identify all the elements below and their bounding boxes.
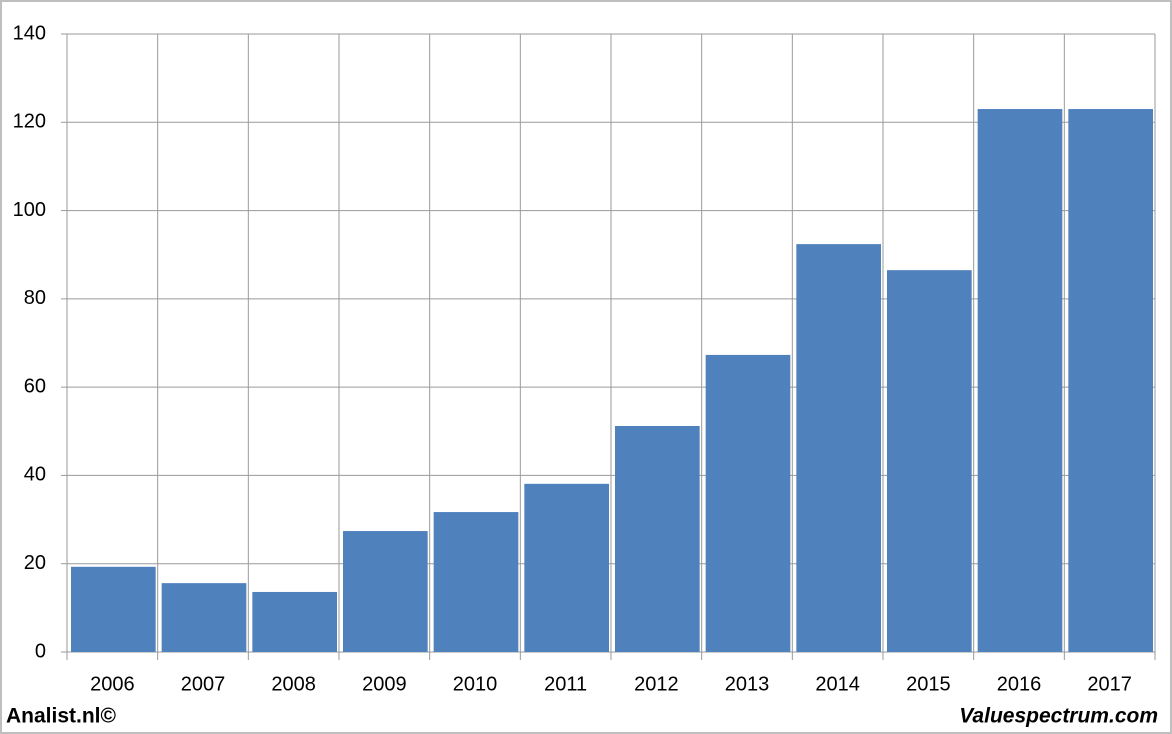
bar: [161, 583, 247, 652]
bar: [1068, 109, 1153, 653]
x-tick-label: 2015: [906, 673, 951, 695]
plot-area: 0 20 40 60 80 100 120 140 2006 2007 2008 2009 2010 20…: [13, 22, 1156, 695]
footer-left: Analist.nl©: [6, 705, 117, 728]
bar: [977, 109, 1063, 653]
y-tick-label: 60: [24, 375, 46, 397]
y-tick-label: 0: [35, 640, 46, 662]
x-tick-label: 2010: [453, 673, 498, 695]
x-tick-label: 2016: [997, 673, 1042, 695]
y-tick-label: 80: [24, 287, 46, 309]
x-tick-label: 2012: [634, 673, 679, 695]
y-tick-label: 120: [13, 111, 46, 133]
bar: [433, 512, 519, 652]
x-tick-label: 2011: [544, 673, 587, 695]
x-tick-label: 2007: [181, 673, 226, 695]
x-tick-label: 2013: [725, 673, 770, 695]
x-tick-label: 2014: [815, 673, 860, 695]
y-tick-label: 40: [24, 464, 46, 486]
bar: [71, 566, 156, 652]
x-tick-label: 2008: [271, 673, 316, 695]
bar: [343, 531, 428, 652]
y-tick-label: 140: [13, 22, 46, 44]
bar: [252, 591, 337, 652]
bar: [524, 483, 609, 652]
x-tick-label: 2006: [90, 673, 135, 695]
bar: [705, 354, 791, 652]
bar: [887, 270, 972, 652]
y-tick-label: 20: [24, 552, 46, 574]
y-tick-label: 100: [13, 199, 46, 221]
bar: [615, 425, 700, 652]
x-tick-label: 2017: [1087, 673, 1132, 695]
footer-right: Valuespectrum.com: [959, 705, 1158, 728]
x-tick-label: 2009: [362, 673, 407, 695]
bar: [796, 244, 881, 652]
